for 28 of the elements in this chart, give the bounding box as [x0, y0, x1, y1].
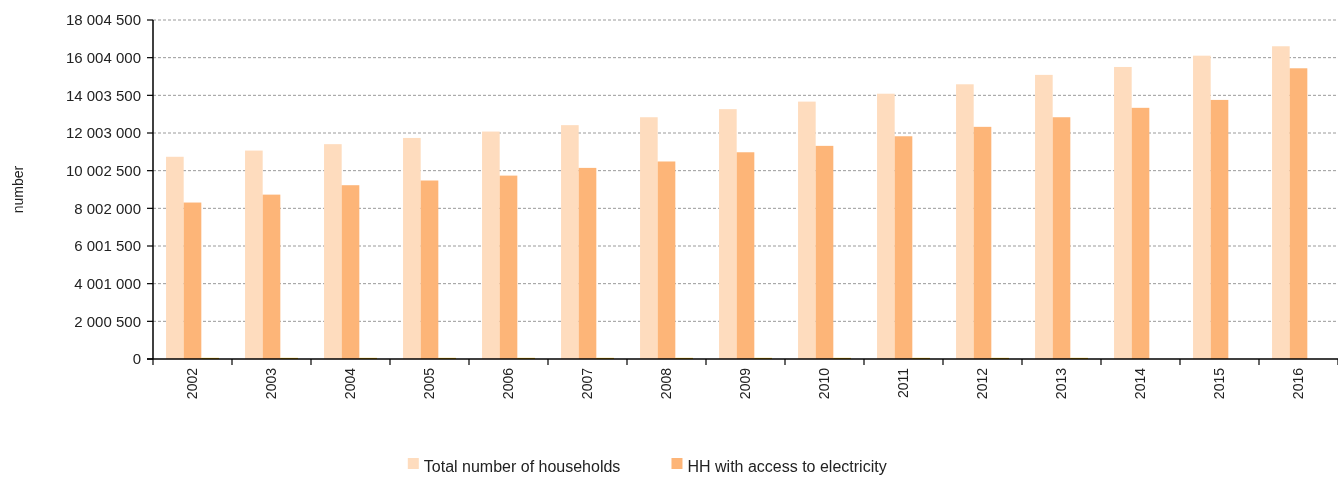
- x-tick-label: 2014: [1132, 367, 1149, 400]
- y-tick-label: 4 001 000: [74, 274, 141, 292]
- x-tick-label: 2012: [974, 367, 991, 400]
- x-tick-label: 2005: [421, 367, 438, 400]
- y-tick-label: 18 004 500: [65, 11, 141, 29]
- y-tick-label: 16 004 000: [65, 48, 141, 66]
- y-tick-label: 10 002 500: [65, 161, 141, 179]
- x-tick-label: 2007: [579, 367, 596, 400]
- y-tick-label: 0: [132, 350, 141, 368]
- x-tick-label: 2008: [658, 367, 675, 400]
- x-tick-label: 2010: [816, 367, 833, 400]
- x-tick-label: 2006: [500, 367, 517, 400]
- y-axis-title: number: [9, 165, 26, 214]
- y-tick-label: 14 003 500: [65, 86, 141, 104]
- x-tick-label: 2002: [184, 367, 201, 400]
- legend-label: Total number of households: [423, 457, 621, 475]
- legend-label: HH with access to electricity: [687, 457, 887, 475]
- x-tick-label: 2013: [1053, 367, 1070, 400]
- x-tick-label: 2004: [342, 367, 359, 400]
- y-tick-label: 8 002 000: [74, 199, 141, 217]
- y-tick-label: 2 000 500: [74, 312, 141, 330]
- y-tick-label: 12 003 000: [65, 124, 141, 142]
- x-tick-label: 2011: [895, 367, 912, 399]
- x-tick-label: 2003: [263, 367, 280, 400]
- x-tick-label: 2015: [1211, 367, 1228, 400]
- x-tick-label: 2016: [1290, 367, 1307, 400]
- y-tick-label: 6 001 500: [74, 237, 141, 255]
- x-tick-label: 2009: [737, 367, 754, 400]
